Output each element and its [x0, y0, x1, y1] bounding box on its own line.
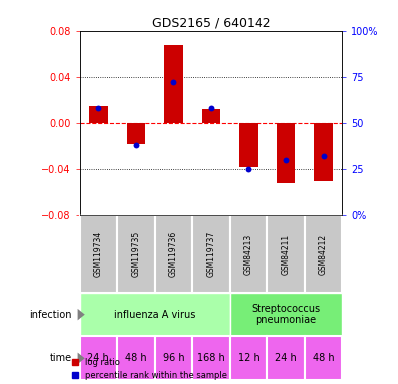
Point [133, 142, 139, 148]
Bar [305, 336, 342, 380]
Bar [80, 215, 117, 293]
Text: 12 h: 12 h [238, 353, 259, 363]
Bar [267, 215, 305, 293]
Text: infection: infection [29, 310, 72, 319]
Text: GSM119736: GSM119736 [169, 231, 178, 277]
Point [208, 105, 214, 111]
Bar [230, 336, 267, 380]
Text: 168 h: 168 h [197, 353, 225, 363]
Text: 24 h: 24 h [275, 353, 297, 363]
Point [95, 105, 101, 111]
Text: GSM84212: GSM84212 [319, 233, 328, 275]
Text: GSM84213: GSM84213 [244, 233, 253, 275]
Title: GDS2165 / 640142: GDS2165 / 640142 [152, 17, 270, 30]
Point [320, 153, 327, 159]
Bar [192, 215, 230, 293]
Point [245, 166, 252, 172]
Bar [155, 336, 192, 380]
Bar [155, 215, 192, 293]
Text: 48 h: 48 h [313, 353, 334, 363]
Text: Streptococcus
pneumoniae: Streptococcus pneumoniae [252, 304, 320, 325]
Text: GSM84211: GSM84211 [281, 233, 291, 275]
Bar [277, 123, 295, 183]
Legend: log ratio, percentile rank within the sample: log ratio, percentile rank within the sa… [72, 358, 227, 380]
Bar [127, 123, 145, 144]
Bar [230, 215, 267, 293]
Bar [192, 336, 230, 380]
Bar [164, 45, 183, 123]
Bar [80, 293, 230, 336]
Text: 24 h: 24 h [88, 353, 109, 363]
Text: GSM119735: GSM119735 [131, 231, 140, 277]
Text: GSM119737: GSM119737 [207, 231, 215, 277]
Text: influenza A virus: influenza A virus [114, 310, 195, 319]
Bar [117, 215, 155, 293]
Point [283, 157, 289, 163]
Text: 48 h: 48 h [125, 353, 147, 363]
Bar [305, 215, 342, 293]
Text: time: time [49, 353, 72, 363]
Bar [80, 336, 117, 380]
Bar [230, 293, 342, 336]
Text: GSM119734: GSM119734 [94, 231, 103, 277]
Text: 96 h: 96 h [163, 353, 184, 363]
Bar [314, 123, 333, 180]
Bar [267, 336, 305, 380]
Bar [201, 109, 220, 123]
Bar [117, 336, 155, 380]
Point [170, 79, 177, 85]
Bar [89, 106, 108, 123]
Bar [239, 123, 258, 167]
